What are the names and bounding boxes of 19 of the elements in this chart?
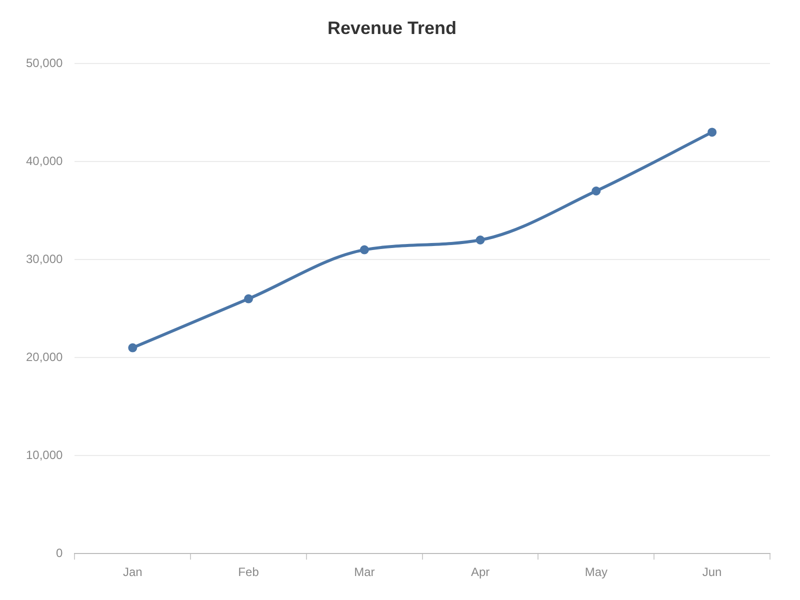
x-tick-label: Mar [354, 565, 375, 580]
x-tick-label: May [584, 565, 608, 580]
point [128, 343, 138, 352]
x-tick-label: Feb [238, 565, 260, 580]
y-tick-label: 40,000 [26, 154, 64, 168]
y-tick-label: 30,000 [26, 252, 64, 266]
x-tick-label: Jun [702, 565, 722, 580]
point [244, 294, 254, 304]
y-tick-label: 0 [56, 546, 64, 560]
x-tick-label: Apr [470, 565, 490, 580]
y-tick-label: 10,000 [26, 448, 64, 462]
chart-title: Revenue Trend [327, 18, 457, 38]
x-tick-label: Jan [122, 565, 142, 580]
point [476, 236, 485, 244]
point [708, 128, 717, 137]
point [360, 245, 369, 254]
y-tick-label: 50,000 [26, 56, 64, 70]
y-tick-label: 20,000 [26, 350, 64, 364]
point [592, 186, 601, 196]
